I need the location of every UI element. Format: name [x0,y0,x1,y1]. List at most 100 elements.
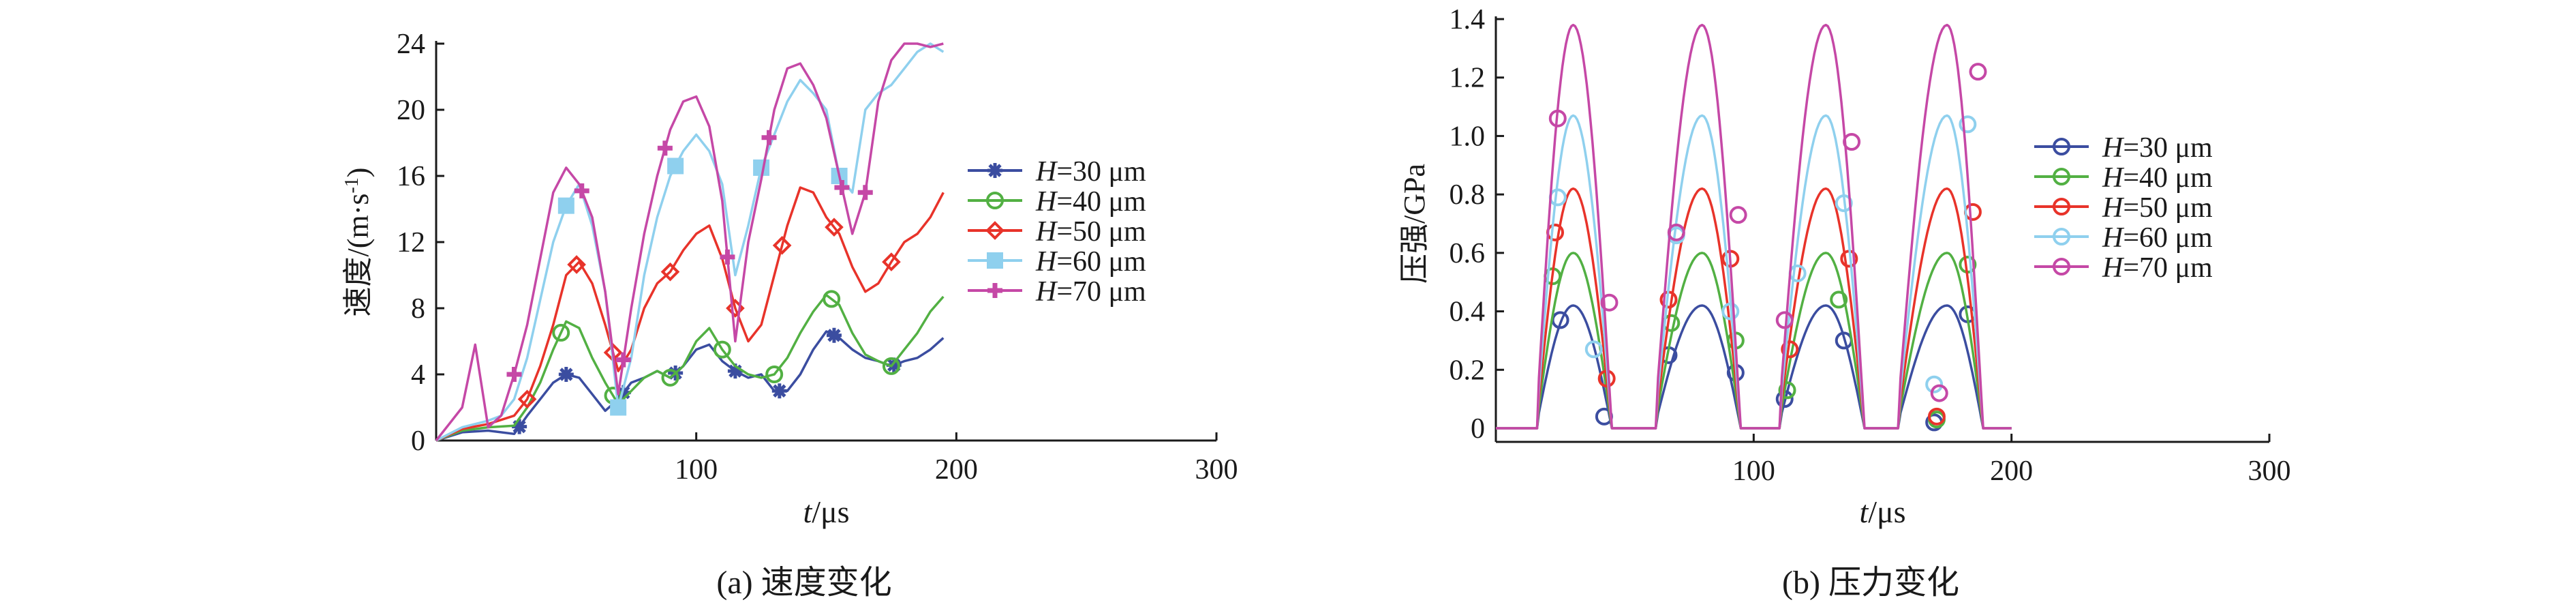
x-axis-label-unit: /μs [1868,494,1905,529]
y-tick-label: 4 [411,359,425,391]
data-point-H30 [615,385,631,400]
legend-label: H=30 μm [1035,156,1146,188]
series-line-H70 [1496,23,2012,430]
chart-panel-b: 0 0.2 0.4 0.6 0.8 1.0 1.2 1.4 100 200 300 压强/GPa t/μ… [1398,4,2291,601]
data-point-H70 [1667,223,1685,241]
series-line-H50 [435,186,945,442]
chart-caption: (a) 速度变化 [716,565,891,601]
legend-label-var: H [1035,216,1058,248]
legend-label-rest: =30 μm [1056,156,1146,188]
legend-label-rest: =50 μm [2123,192,2213,224]
legend-label-var: H [2102,222,2125,254]
series-line-H40 [1496,252,2012,430]
data-point-H70 [857,185,873,200]
legend-marker [986,192,1004,209]
y-axis-label: 速度/(m·s-1) [341,168,375,317]
y-tick-label: 0 [1471,413,1485,445]
data-point-H60 [1925,375,1944,393]
data-point-H60 [1959,115,1977,134]
data-point-H70 [761,130,777,145]
data-point-H70 [834,179,850,195]
y-tick-label: 0 [411,426,425,457]
legend-label-var: H [1035,246,1058,278]
data-point-H70 [657,140,673,156]
data-point-H70 [615,352,631,368]
data-point-H40 [713,340,731,359]
legend-marker [2053,258,2070,275]
data-point-H30 [558,367,574,382]
data-point-H30 [727,363,743,379]
y-tick-label: 20 [397,95,425,126]
legend-marker [987,252,1003,269]
x-axis-label: t/μs [1859,494,1905,529]
series-line-H60 [1496,114,2012,430]
data-point-H60 [1835,194,1853,212]
y-tick-label: 0.4 [1450,297,1486,328]
legend-label: H=40 μm [2102,162,2213,194]
y-tick-label: 12 [397,227,425,258]
legend-label-var: H [2102,252,2125,284]
x-tick-label: 100 [1732,456,1775,487]
data-point-H60 [1584,340,1603,359]
data-point-H70 [506,367,522,382]
y-tick-label: 1.0 [1450,121,1486,152]
legend-marker [2053,228,2070,245]
data-point-H50 [772,236,792,255]
legend-label-var: H [2102,192,2125,224]
data-point-H30 [512,419,527,434]
data-point-H50 [1781,340,1799,359]
data-point-H70 [574,183,589,198]
x-axis-label: t/μs [803,494,849,529]
legend-label: H=30 μm [2102,132,2213,164]
data-point-H50 [1927,407,1946,426]
legend-marker [2053,198,2070,215]
data-point-H60 [1548,188,1567,207]
series-line-H60 [435,42,945,442]
legend-label-var: H [2102,162,2125,194]
data-point-H40 [552,323,570,342]
x-tick-label: 200 [1990,456,2033,487]
data-point-H70 [1729,206,1747,224]
legend-label-var: H [1035,276,1058,308]
data-point-H70 [1548,109,1567,128]
data-point-H60 [557,197,574,214]
y-tick-label: 16 [397,161,425,192]
x-axis-label-var: t [803,494,812,529]
y-tick-label: 24 [397,29,425,60]
legend-label: H=70 μm [1035,276,1146,308]
data-point-H70 [1775,311,1794,329]
data-point-H70 [720,249,735,265]
y-tick-label: 0.6 [1450,238,1486,269]
legend-label: H=40 μm [1035,186,1146,218]
data-point-H50 [882,252,901,271]
data-point-H70 [1600,293,1619,312]
legend-marker [987,283,1002,298]
data-point-H30 [826,327,842,343]
legend-label: H=50 μm [2102,192,2213,224]
legend-label-rest: =70 μm [1056,276,1146,308]
legend-label-rest: =40 μm [1056,186,1146,218]
legend-label-var: H [1035,186,1058,218]
data-point-H40 [765,366,784,383]
y-tick-label: 1.4 [1450,4,1486,35]
x-tick-label: 300 [2248,456,2291,487]
legend-label-rest: =70 μm [2123,252,2213,284]
legend-label-var: H [1035,156,1058,188]
legend-label-rest: =40 μm [2123,162,2213,194]
legend-label: H=70 μm [2102,252,2213,284]
legend-label: H=60 μm [2102,222,2213,254]
data-point-H40 [661,368,679,387]
data-point-H60 [610,399,627,416]
legend-label-rest: =50 μm [1056,216,1146,248]
chart-panel-a: 0 4 8 12 16 20 24 100 200 300 速度/(m·s-1) t/μs (a) 速度… [341,29,1238,601]
y-tick-label: 0.8 [1450,179,1486,211]
legend-marker [985,221,1005,240]
legend-marker [987,163,1002,178]
legend-label: H=50 μm [1035,216,1146,248]
data-point-H30 [886,357,902,373]
data-point-H50 [660,262,680,282]
data-point-H50 [1546,223,1565,241]
series-line-H40 [435,293,945,442]
y-axis-label-main: 速度/(m·s [341,194,375,317]
